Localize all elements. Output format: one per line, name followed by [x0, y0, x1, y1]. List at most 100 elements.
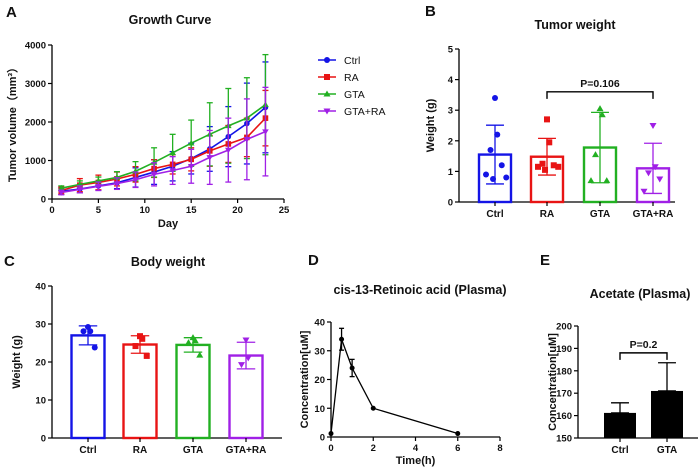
panel-letter: D	[308, 252, 319, 269]
x-tick-label: GTA	[590, 209, 610, 220]
y-tick-label: 1000	[25, 156, 46, 167]
x-axis-label: Time(h)	[396, 455, 436, 467]
y-tick-label: 10	[35, 396, 46, 407]
data-point	[555, 163, 562, 170]
significance-bracket	[546, 91, 654, 99]
data-point	[592, 151, 599, 158]
panel-letter: E	[540, 252, 550, 269]
data-point	[651, 164, 659, 171]
data-point	[483, 171, 489, 178]
x-tick-label: 5	[96, 205, 102, 216]
data-point	[535, 163, 541, 170]
bar-ra	[122, 343, 158, 440]
data-point	[132, 343, 139, 350]
x-tick-label: 25	[279, 205, 290, 216]
y-tick-label: 190	[556, 344, 572, 355]
data-point	[243, 137, 251, 143]
y-tick-label: 1	[448, 167, 454, 178]
legend-marker	[323, 90, 331, 97]
bar-gta	[175, 343, 211, 440]
x-tick-label: 0	[328, 443, 333, 454]
y-tick-label: 200	[556, 322, 572, 333]
x-tick-label: 6	[455, 443, 460, 454]
x-tick-label: RA	[540, 209, 554, 220]
panel-letter: B	[425, 3, 436, 20]
data-point	[80, 328, 87, 335]
data-point	[656, 176, 664, 183]
data-point	[169, 149, 176, 156]
y-tick-label: 0	[320, 433, 325, 444]
x-tick-label: 10	[140, 205, 151, 216]
bar-ctrl	[70, 334, 106, 440]
data-point	[492, 94, 498, 101]
y-tick-label: 30	[314, 346, 325, 357]
data-point	[498, 162, 505, 169]
legend-marker	[324, 74, 330, 80]
legend-marker	[323, 108, 331, 115]
y-tick-label: 5	[448, 45, 454, 56]
data-point	[132, 177, 139, 184]
chart-title: Growth Curve	[129, 13, 212, 27]
y-axis-label: Concentration[uM]	[547, 333, 559, 431]
series-line-gta-ra	[61, 130, 266, 194]
data-point	[187, 163, 195, 170]
chart-title: Acetate (Plasma)	[590, 287, 691, 301]
x-tick-label: 20	[232, 205, 243, 216]
x-axis-label: Day	[158, 218, 179, 230]
y-tick-label: 3	[448, 106, 453, 117]
y-tick-label: 0	[41, 195, 46, 206]
data-point	[649, 123, 657, 129]
x-tick-label: 8	[497, 443, 502, 454]
y-tick-label: 40	[314, 318, 325, 329]
data-point	[587, 177, 595, 184]
y-tick-label: 10	[314, 404, 325, 415]
y-tick-label: 30	[35, 320, 46, 331]
data-point	[339, 336, 345, 342]
y-tick-label: 180	[556, 366, 572, 377]
data-point	[57, 184, 65, 191]
data-point	[603, 177, 611, 184]
y-tick-label: 150	[556, 434, 572, 445]
data-point	[225, 147, 232, 154]
y-axis-label: Weight (g)	[11, 335, 23, 389]
significance-bracket	[619, 352, 668, 360]
y-axis-label: Concentration[uM]	[299, 330, 311, 428]
data-point	[349, 365, 355, 371]
x-tick-label: GTA+RA	[633, 209, 674, 220]
y-tick-label: 3000	[25, 79, 46, 90]
data-point	[191, 337, 199, 344]
x-tick-label: GTA	[657, 445, 677, 456]
p-value-label: P=0.106	[580, 78, 620, 90]
p-value-label: P=0.2	[630, 339, 658, 351]
data-point	[76, 187, 84, 193]
legend-label: GTA	[344, 89, 365, 101]
x-tick-label: RA	[133, 445, 147, 456]
y-tick-label: 40	[35, 282, 46, 293]
bar-gta	[651, 390, 683, 438]
data-point	[169, 168, 176, 174]
chart-title: Body weight	[131, 255, 206, 269]
data-point	[328, 431, 334, 437]
y-tick-label: 160	[556, 411, 572, 422]
data-point	[262, 129, 269, 135]
x-tick-label: Ctrl	[486, 209, 503, 220]
x-tick-label: 0	[49, 205, 54, 216]
data-point	[91, 344, 98, 351]
legend-label: GTA+RA	[344, 106, 386, 118]
y-tick-label: 2000	[25, 118, 46, 129]
series-line-ctrl	[61, 106, 266, 193]
series-line-gta	[61, 104, 266, 190]
data-point	[238, 362, 245, 369]
data-point	[645, 170, 652, 177]
x-tick-label: 15	[186, 205, 197, 216]
y-tick-label: 0	[448, 198, 453, 209]
data-point	[143, 352, 150, 359]
data-point	[550, 162, 557, 169]
y-tick-label: 0	[41, 434, 46, 445]
x-tick-label: Ctrl	[79, 445, 96, 456]
data-point	[206, 155, 214, 161]
data-point	[196, 351, 204, 358]
data-point	[503, 174, 510, 181]
chart-title: cis-13-Retinoic acid (Plasma)	[334, 283, 507, 297]
